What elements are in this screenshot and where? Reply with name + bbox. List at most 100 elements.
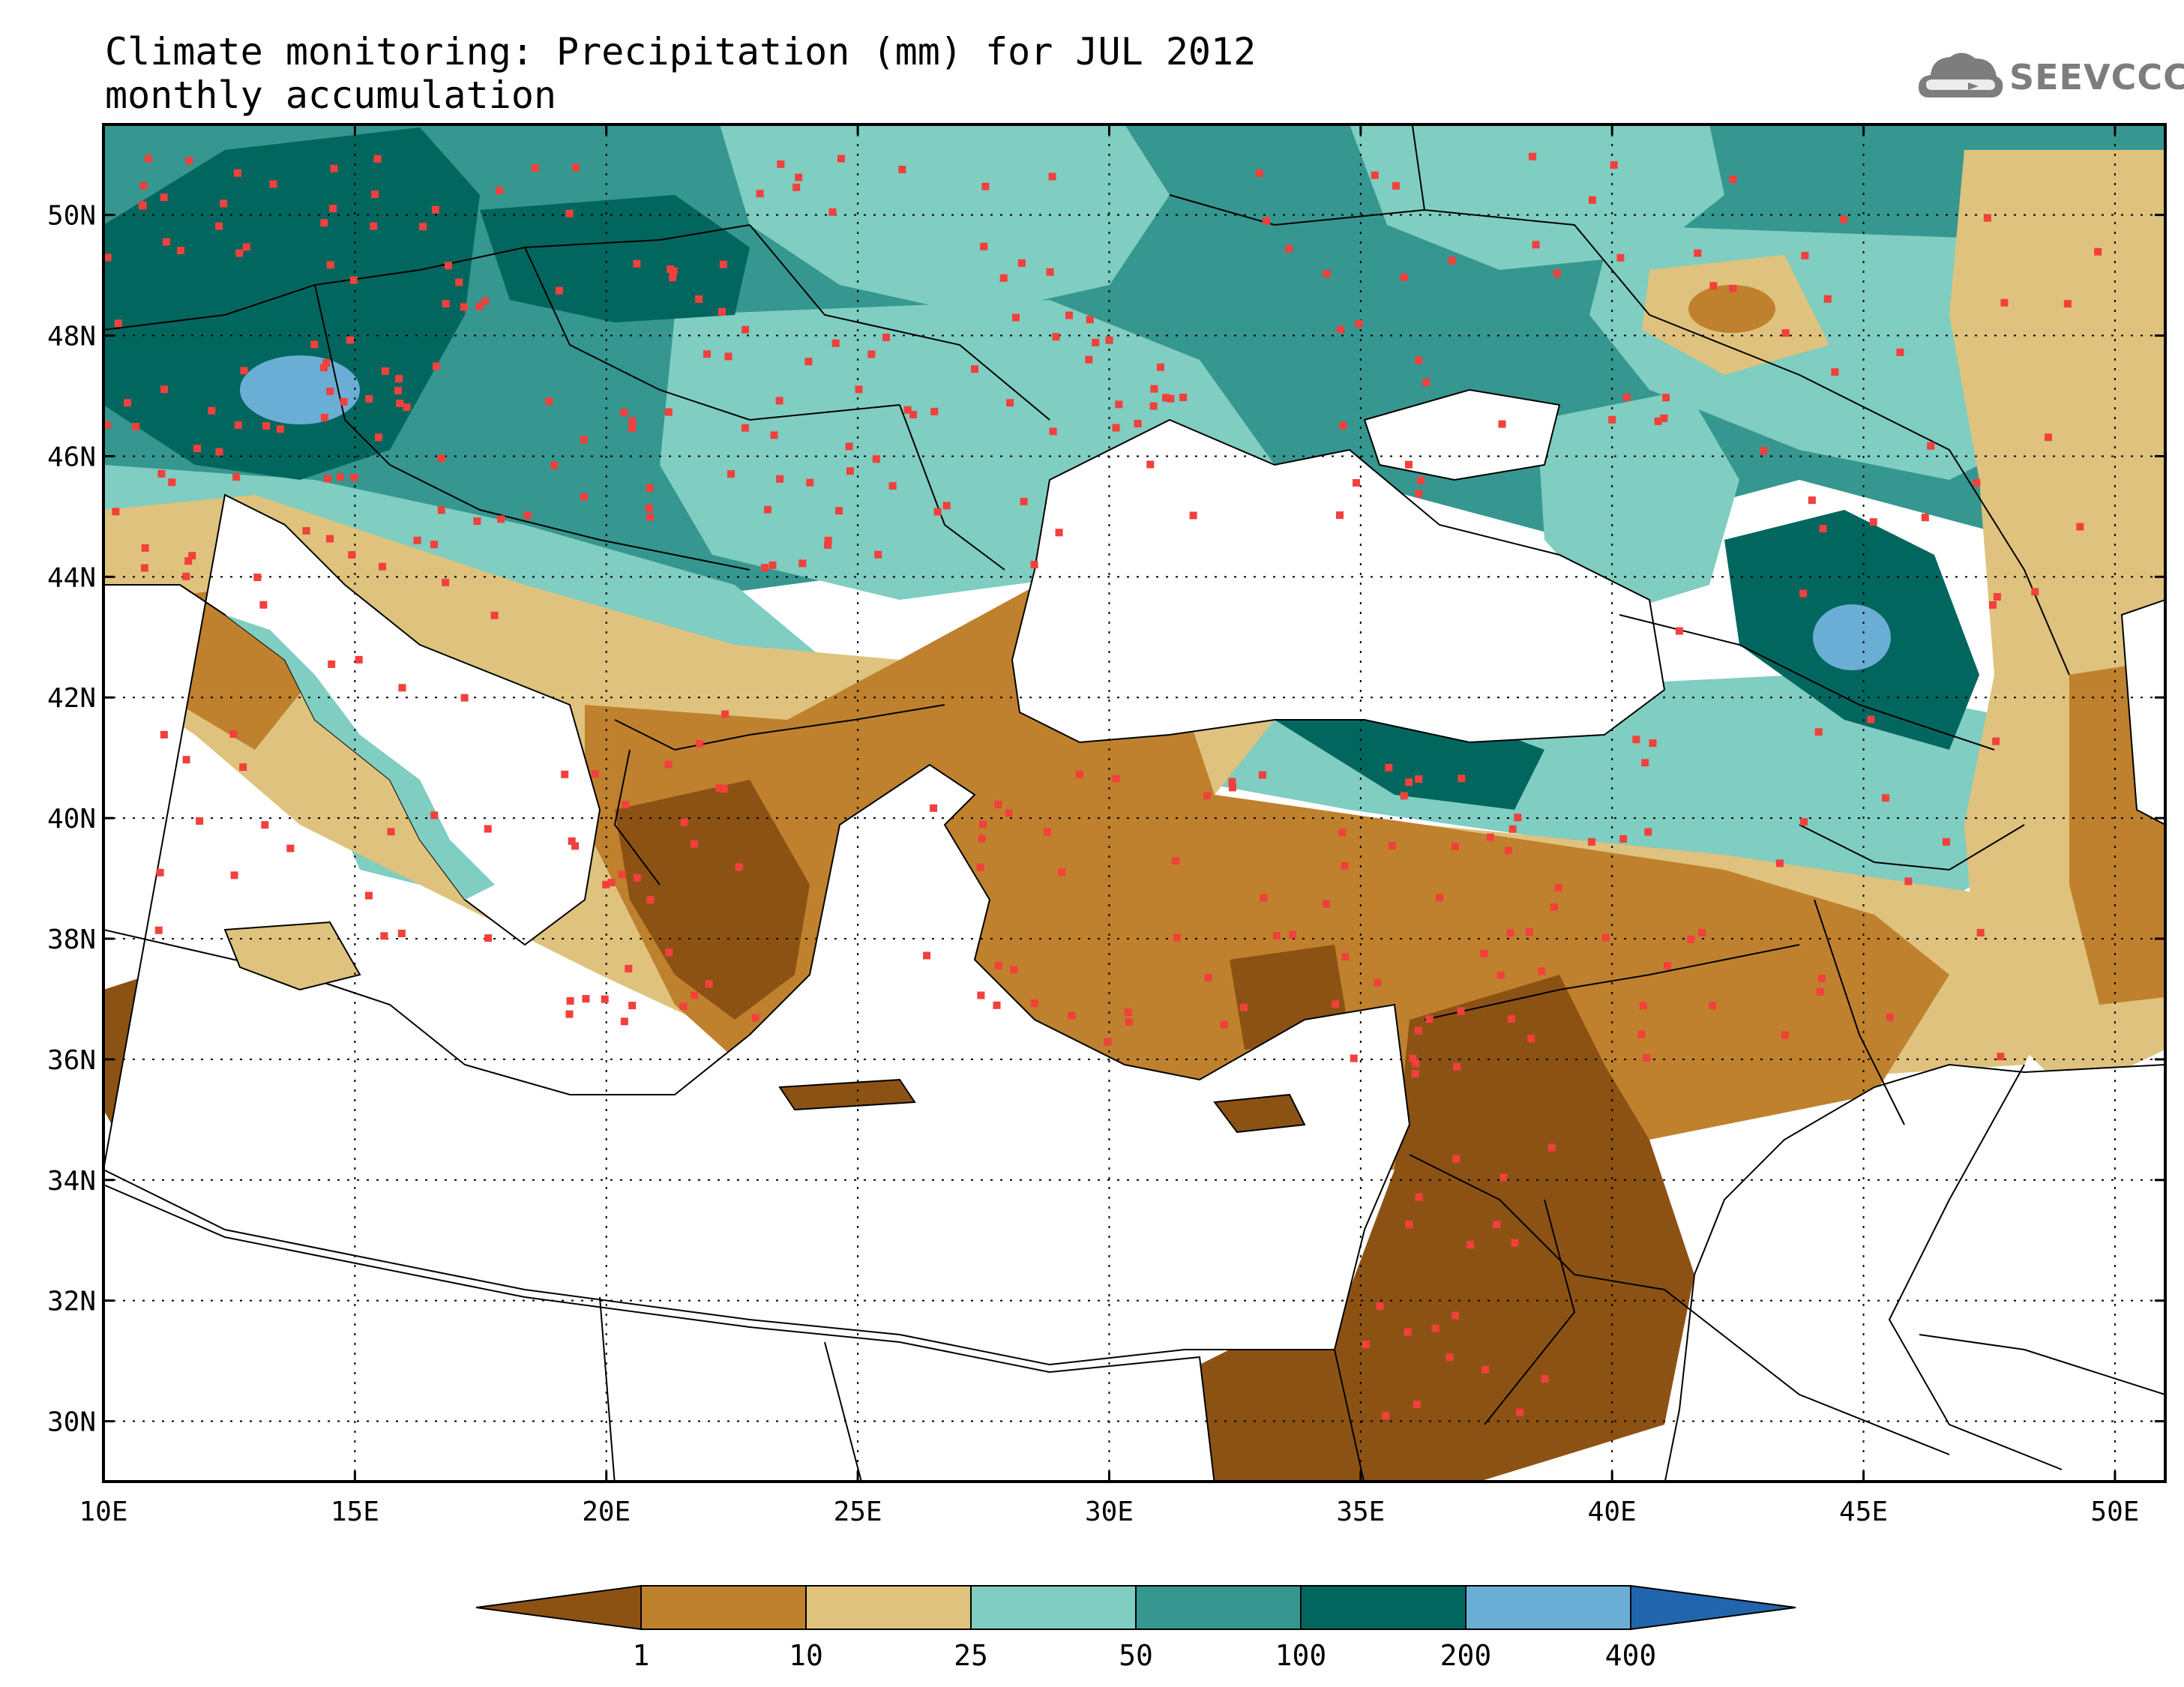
station-marker: [1150, 385, 1158, 393]
station-marker: [1338, 829, 1347, 837]
colorbar-segment: [970, 1585, 1137, 1630]
station-marker: [1272, 931, 1281, 939]
precip-zone-100-200-alps: [103, 127, 480, 480]
station-marker: [565, 209, 574, 217]
station-marker: [413, 536, 421, 544]
station-marker: [1516, 1408, 1524, 1416]
station-marker: [1203, 792, 1212, 800]
station-marker: [980, 242, 988, 250]
station-marker: [1404, 460, 1413, 469]
station-marker: [162, 238, 170, 246]
station-marker: [261, 821, 269, 829]
station-marker: [1496, 971, 1505, 979]
station-marker: [751, 1014, 759, 1022]
station-marker: [1422, 379, 1431, 387]
station-marker: [1525, 928, 1533, 936]
map-subtitle: monthly accumulation: [105, 73, 557, 117]
station-marker: [1527, 1035, 1535, 1043]
station-marker: [1547, 1143, 1556, 1152]
station-marker: [1457, 775, 1466, 783]
station-marker: [233, 169, 241, 177]
colorbar-upper-arrow: [1630, 1584, 1796, 1631]
station-marker: [670, 267, 678, 275]
station-marker: [1400, 273, 1408, 281]
station-marker: [691, 991, 699, 999]
station-marker: [1005, 809, 1013, 817]
station-marker: [2094, 247, 2102, 256]
station-marker: [1649, 739, 1657, 748]
station-marker: [770, 431, 778, 439]
station-marker: [1904, 877, 1913, 885]
station-marker: [349, 276, 358, 284]
station-marker: [777, 160, 785, 168]
station-marker: [1341, 953, 1350, 961]
station-marker: [620, 1017, 628, 1026]
station-marker: [2045, 433, 2053, 442]
station-marker: [845, 442, 853, 451]
map-content: [103, 124, 2165, 1482]
colorbar-label: 50: [1119, 1639, 1153, 1672]
station-marker: [724, 352, 732, 361]
station-marker: [703, 350, 711, 358]
station-marker: [430, 811, 439, 820]
station-marker: [741, 325, 750, 334]
station-marker: [628, 417, 637, 425]
station-marker: [1508, 825, 1517, 833]
seevccc-logo: SEEVCCC: [1916, 45, 2184, 112]
station-marker: [679, 1002, 688, 1011]
station-marker: [1409, 1054, 1417, 1062]
station-marker: [720, 785, 728, 793]
station-marker: [1105, 336, 1113, 344]
station-marker: [625, 964, 633, 972]
station-marker: [1867, 715, 1875, 724]
station-marker: [157, 469, 166, 478]
station-marker: [1840, 215, 1848, 223]
station-marker: [580, 493, 589, 501]
station-marker: [350, 473, 358, 481]
station-marker: [582, 995, 590, 1003]
station-marker: [601, 995, 609, 1003]
station-marker: [882, 333, 890, 341]
station-marker: [1043, 828, 1051, 836]
station-marker: [1654, 417, 1662, 425]
station-marker: [1228, 778, 1236, 786]
station-marker: [1869, 518, 1877, 526]
seas: [103, 388, 2165, 1482]
station-marker: [715, 784, 723, 792]
station-marker: [930, 804, 938, 812]
station-marker: [994, 800, 1002, 808]
station-marker: [1554, 883, 1562, 891]
station-marker: [1262, 217, 1270, 225]
station-marker: [1049, 427, 1057, 436]
station-marker: [1404, 1328, 1412, 1336]
station-marker: [1760, 447, 1768, 455]
station-marker: [1172, 857, 1180, 865]
station-marker: [1417, 476, 1425, 484]
station-marker: [373, 154, 382, 163]
station-marker: [933, 508, 942, 516]
country-borders: [103, 124, 2165, 1482]
station-marker: [1405, 778, 1413, 787]
station-marker: [571, 163, 580, 172]
station-marker: [445, 262, 453, 270]
station-marker: [1817, 975, 1826, 983]
station-marker: [1075, 770, 1083, 778]
station-marker: [430, 541, 438, 549]
station-marker: [1255, 169, 1263, 177]
station-marker: [185, 157, 193, 165]
station-marker: [242, 243, 250, 251]
colorbar-segment: [1465, 1585, 1631, 1630]
station-marker: [1179, 394, 1188, 402]
station-marker: [1146, 460, 1155, 469]
station-marker: [763, 505, 771, 514]
station-marker: [1010, 966, 1018, 974]
station-marker: [628, 1002, 637, 1010]
y-tick-label: 42N: [47, 683, 96, 714]
station-marker: [193, 445, 201, 453]
station-marker: [719, 260, 727, 268]
station-marker: [705, 980, 713, 988]
station-marker: [490, 611, 499, 619]
station-marker: [1289, 930, 1297, 939]
station-marker: [1392, 181, 1400, 190]
